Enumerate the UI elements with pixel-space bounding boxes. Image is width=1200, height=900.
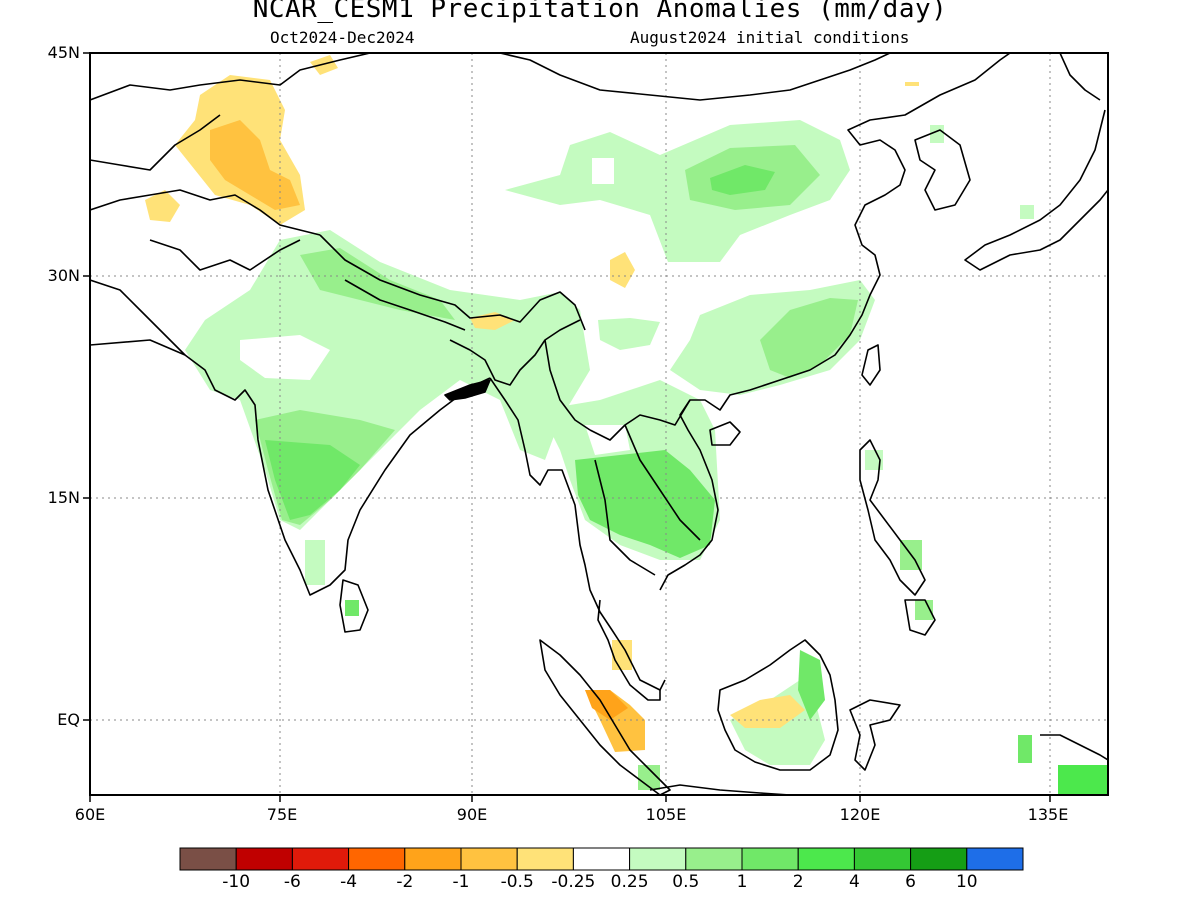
colorbar-tick-label: -0.25 (551, 872, 596, 892)
colorbar-tick-label: 0.5 (672, 872, 700, 892)
colorbar-swatch (685, 847, 743, 871)
anomaly-india-peak (265, 440, 360, 520)
colorbar-swatch (966, 847, 1024, 871)
lat-label-eq: EQ (57, 710, 80, 729)
anomaly-southeast-china-core (760, 298, 858, 378)
colorbar-swatch (910, 847, 968, 871)
colorbar-tick-label: -0.5 (500, 872, 534, 892)
anomaly-japan-dry (905, 82, 919, 86)
colorbar-swatch (516, 847, 574, 871)
colorbar (179, 847, 1024, 871)
colorbar-tick-label: -1 (452, 872, 470, 892)
graticule (90, 53, 1108, 795)
initial-conditions: August2024 initial conditions (630, 28, 910, 47)
anomaly-north-china-peak (710, 165, 775, 195)
anomaly-tibet-dry (610, 252, 635, 288)
anomaly-sumatra-dry-core (585, 690, 628, 720)
anomaly-sumatra-south (638, 765, 660, 790)
anomaly-moluccas (1018, 735, 1032, 763)
anomaly-south-india (305, 540, 325, 585)
lon-label-60e: 60E (74, 805, 106, 824)
colorbar-tick-label: -6 (283, 872, 301, 892)
anomaly-pakistan-dry (145, 190, 180, 222)
colorbar-swatch (179, 847, 237, 871)
colorbar-tick-label: -10 (222, 872, 251, 892)
colorbar-tick-label: 10 (955, 872, 978, 892)
anomaly-sri-lanka (345, 600, 359, 616)
lat-label-30n: 30N (47, 266, 80, 285)
colorbar-swatch (741, 847, 799, 871)
forecast-period: Oct2024-Dec2024 (270, 28, 415, 47)
colorbar-swatch (853, 847, 912, 871)
lon-label-120e: 120E (839, 805, 881, 824)
colorbar-tick-label: 2 (792, 872, 804, 892)
colorbar-tick-label: 0.25 (610, 872, 649, 892)
anomaly-borneo-core (798, 650, 825, 720)
anomaly-himalaya-core (300, 248, 455, 320)
colorbar-swatch (291, 847, 350, 871)
anomaly-new-guinea (1058, 765, 1108, 795)
anomaly-japan (1020, 205, 1034, 219)
axis-ticks (83, 52, 1051, 802)
colorbar-swatch (235, 847, 293, 871)
colorbar-swatch (348, 847, 406, 871)
lon-label-135e: 135E (1027, 805, 1069, 824)
chart-title: NCAR_CESM1 Precipitation Anomalies (mm/d… (252, 0, 948, 24)
colorbar-swatch (572, 847, 631, 871)
lat-label-15n: 15N (47, 488, 80, 507)
lat-label-45n: 45N (47, 43, 80, 62)
colorbar-swatch (629, 847, 687, 871)
colorbar-tick-label: -4 (340, 872, 358, 892)
anomaly-gap (592, 158, 614, 184)
anomaly-mongolia-dry (310, 55, 338, 75)
anomaly-himalaya (185, 230, 590, 530)
colorbar-swatch (404, 847, 462, 871)
colorbar-tick-label: 1 (736, 872, 748, 892)
colorbar-tick-label: 4 (848, 872, 860, 892)
colorbar-swatch (460, 847, 518, 871)
anomaly-indochina-core (575, 450, 715, 558)
anomaly-fields (145, 55, 1108, 795)
anomaly-india-gap (240, 335, 330, 380)
map-frame (89, 52, 1109, 796)
anomaly-philippines-3 (915, 600, 933, 620)
anomaly-central-china (598, 318, 660, 350)
colorbar-swatch (797, 847, 855, 871)
anomaly-central-asia-dry-core (210, 120, 300, 210)
colorbar-tick-label: -2 (396, 872, 414, 892)
lon-label-75e: 75E (266, 805, 298, 824)
lon-label-105e: 105E (645, 805, 687, 824)
colorbar-tick-label: 6 (905, 872, 916, 892)
lon-label-90e: 90E (456, 805, 488, 824)
coastlines (90, 53, 1108, 795)
anomaly-philippines-1 (865, 450, 883, 470)
